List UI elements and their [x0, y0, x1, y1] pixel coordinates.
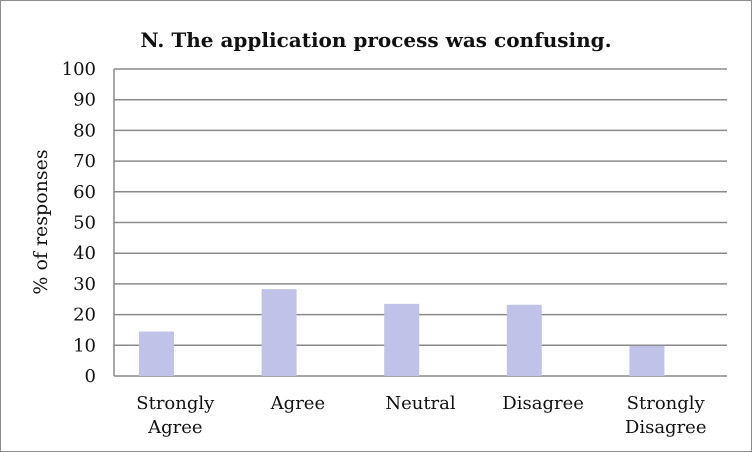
y-tick-label: 50: [73, 213, 96, 234]
gridlines: [113, 68, 727, 377]
x-tick-labels: Strongly Agree Agree Neutral Disagree Strongl…: [136, 393, 706, 438]
bars: [139, 289, 665, 376]
y-tick-label: 70: [73, 151, 96, 172]
bar-disagree: [506, 304, 542, 376]
bar-neutral: [384, 303, 420, 376]
bar-agree: [261, 289, 297, 376]
y-tick-label: 40: [73, 243, 96, 264]
x-tick-label: Strongly Disagree: [625, 393, 707, 438]
y-tick-label: 10: [73, 335, 96, 356]
y-axis-title: % of responses: [30, 149, 52, 294]
x-tick-label: Agree: [270, 393, 325, 414]
y-tick-label: 100: [62, 59, 96, 80]
y-tick-label: 60: [73, 182, 96, 203]
y-tick-label: 0: [85, 366, 96, 387]
chart-title: N. The application process was confusing…: [140, 28, 611, 52]
bar-strongly-disagree: [629, 345, 665, 376]
y-tick-label: 20: [73, 305, 96, 326]
x-tick-label: Neutral: [385, 393, 456, 414]
y-tick-labels: 0 10 20 30 40 50 60 70 80 90 100: [62, 59, 96, 387]
bar-strongly-agree: [139, 331, 174, 376]
y-tick-label: 80: [73, 120, 96, 141]
x-tick-label: Disagree: [502, 393, 584, 414]
y-tick-label: 90: [73, 90, 96, 111]
y-tick-label: 30: [73, 274, 96, 295]
x-tick-label: Strongly Agree: [136, 393, 215, 438]
